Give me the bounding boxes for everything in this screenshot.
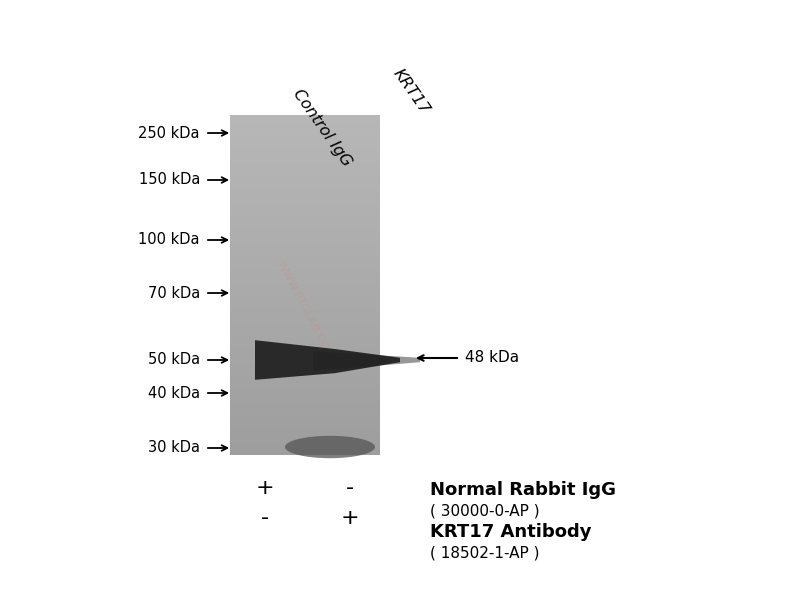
Text: KRT17: KRT17 bbox=[390, 67, 432, 117]
Text: +: + bbox=[341, 508, 359, 528]
Text: ( 18502-1-AP ): ( 18502-1-AP ) bbox=[430, 545, 539, 560]
Text: 100 kDa: 100 kDa bbox=[138, 232, 200, 247]
Text: 40 kDa: 40 kDa bbox=[148, 385, 200, 401]
Text: 150 kDa: 150 kDa bbox=[138, 173, 200, 187]
Text: Normal Rabbit IgG: Normal Rabbit IgG bbox=[430, 481, 616, 499]
Text: KRT17 Antibody: KRT17 Antibody bbox=[430, 523, 591, 541]
Polygon shape bbox=[313, 351, 420, 371]
Text: 250 kDa: 250 kDa bbox=[138, 125, 200, 140]
Text: WWW.PTGLAB.COM: WWW.PTGLAB.COM bbox=[275, 260, 335, 361]
Text: -: - bbox=[261, 508, 269, 528]
Text: +: + bbox=[256, 478, 274, 498]
Text: 70 kDa: 70 kDa bbox=[148, 286, 200, 301]
Text: 30 kDa: 30 kDa bbox=[148, 440, 200, 455]
Text: 48 kDa: 48 kDa bbox=[465, 350, 519, 365]
Polygon shape bbox=[255, 340, 400, 380]
Text: -: - bbox=[346, 478, 354, 498]
Text: ( 30000-0-AP ): ( 30000-0-AP ) bbox=[430, 503, 540, 518]
Text: 50 kDa: 50 kDa bbox=[148, 352, 200, 367]
Ellipse shape bbox=[285, 436, 375, 458]
Text: Control IgG: Control IgG bbox=[290, 86, 354, 169]
